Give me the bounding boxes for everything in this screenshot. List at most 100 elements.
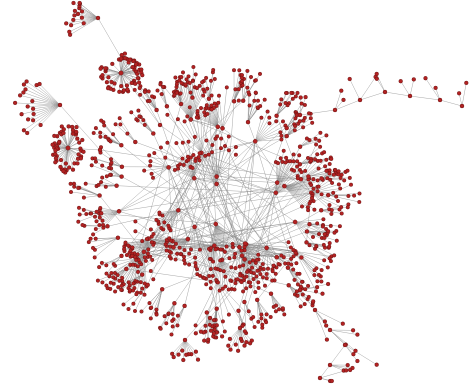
graph-node [182, 119, 187, 124]
graph-node [124, 266, 129, 272]
graph-node [324, 168, 329, 173]
graph-node [147, 153, 152, 158]
graph-node [149, 305, 154, 310]
graph-edge [66, 17, 99, 24]
graph-node [25, 130, 30, 136]
graph-node [133, 139, 138, 145]
graph-node [140, 286, 145, 291]
graph-node [75, 11, 81, 16]
graph-node [79, 9, 85, 14]
graph-node [231, 68, 236, 73]
graph-node [140, 239, 145, 244]
graph-node [209, 328, 214, 333]
graph-edge [201, 152, 240, 248]
graph-edge [215, 223, 221, 261]
graph-node [96, 182, 101, 187]
graph-node [21, 82, 26, 87]
graph-node [92, 255, 97, 260]
graph-node [155, 88, 160, 93]
graph-edge [26, 81, 61, 106]
graph-node [138, 92, 143, 97]
graph-node [176, 352, 181, 357]
graph-edge [135, 141, 276, 194]
graph-node [313, 246, 318, 251]
graph-node [167, 236, 172, 241]
graph-node [355, 358, 360, 364]
graph-node [26, 117, 31, 122]
graph-node [137, 86, 142, 91]
graph-edge [102, 72, 122, 76]
graph-node [236, 87, 241, 92]
graph-edge [172, 339, 186, 354]
graph-edge [118, 177, 195, 212]
graph-edge [130, 242, 154, 251]
graph-edge [301, 257, 320, 276]
graph-node [236, 348, 241, 353]
graph-node [264, 312, 269, 317]
graph-node [154, 107, 159, 113]
graph-node [193, 158, 198, 163]
graph-edge [162, 86, 168, 107]
graph-node [226, 148, 231, 153]
graph-node [242, 343, 247, 348]
graph-node [295, 282, 300, 287]
graph-node [128, 248, 133, 253]
graph-node [197, 158, 202, 163]
graph-node [233, 266, 238, 271]
graph-node [303, 168, 308, 173]
graph-edge [295, 219, 324, 223]
graph-edge [275, 179, 309, 194]
graph-edge [78, 213, 102, 222]
graph-node [111, 262, 116, 267]
graph-node [297, 144, 303, 149]
graph-node [137, 80, 142, 85]
graph-node [374, 71, 379, 76]
graph-node [142, 89, 147, 94]
graph-edge [194, 177, 276, 194]
graph-node [297, 153, 302, 158]
graph-node [182, 303, 187, 309]
graph-node [218, 247, 223, 252]
graph-node [162, 220, 167, 225]
graph-node [209, 103, 214, 108]
graph-edge [263, 247, 267, 270]
graph-edge [194, 226, 217, 309]
graph-edge [95, 158, 122, 168]
graph-node [200, 80, 205, 85]
graph-node [130, 253, 135, 258]
graph-node [256, 98, 261, 103]
graph-node [245, 119, 251, 125]
graph-node [242, 329, 247, 334]
graph-edge [208, 98, 217, 225]
graph-node [53, 151, 58, 157]
graph-node [241, 263, 246, 268]
graph-node [119, 83, 124, 89]
graph-node [18, 93, 23, 98]
graph-node [304, 229, 310, 234]
graph-node [248, 280, 253, 285]
graph-node [98, 130, 103, 135]
graph-node [300, 279, 305, 284]
graph-node [142, 292, 147, 297]
graph-node [117, 116, 122, 121]
graph-edge [334, 90, 342, 111]
graph-node [282, 312, 287, 317]
graph-edge [216, 281, 230, 315]
graph-edge [98, 255, 122, 268]
graph-edge [60, 147, 69, 167]
graph-node [148, 159, 153, 164]
graph-node [174, 90, 179, 95]
graph-node [221, 269, 226, 274]
graph-node [253, 290, 258, 295]
graph-edge [266, 247, 280, 265]
graph-edge [376, 73, 386, 93]
graph-node [276, 262, 281, 267]
graph-edge [150, 289, 163, 308]
graph-node [141, 249, 147, 255]
graph-edge [120, 72, 132, 84]
graph-node [180, 348, 185, 353]
graph-edge [203, 317, 211, 341]
graph-edge [150, 289, 163, 319]
graph-node [233, 251, 238, 256]
graph-node [464, 80, 469, 85]
